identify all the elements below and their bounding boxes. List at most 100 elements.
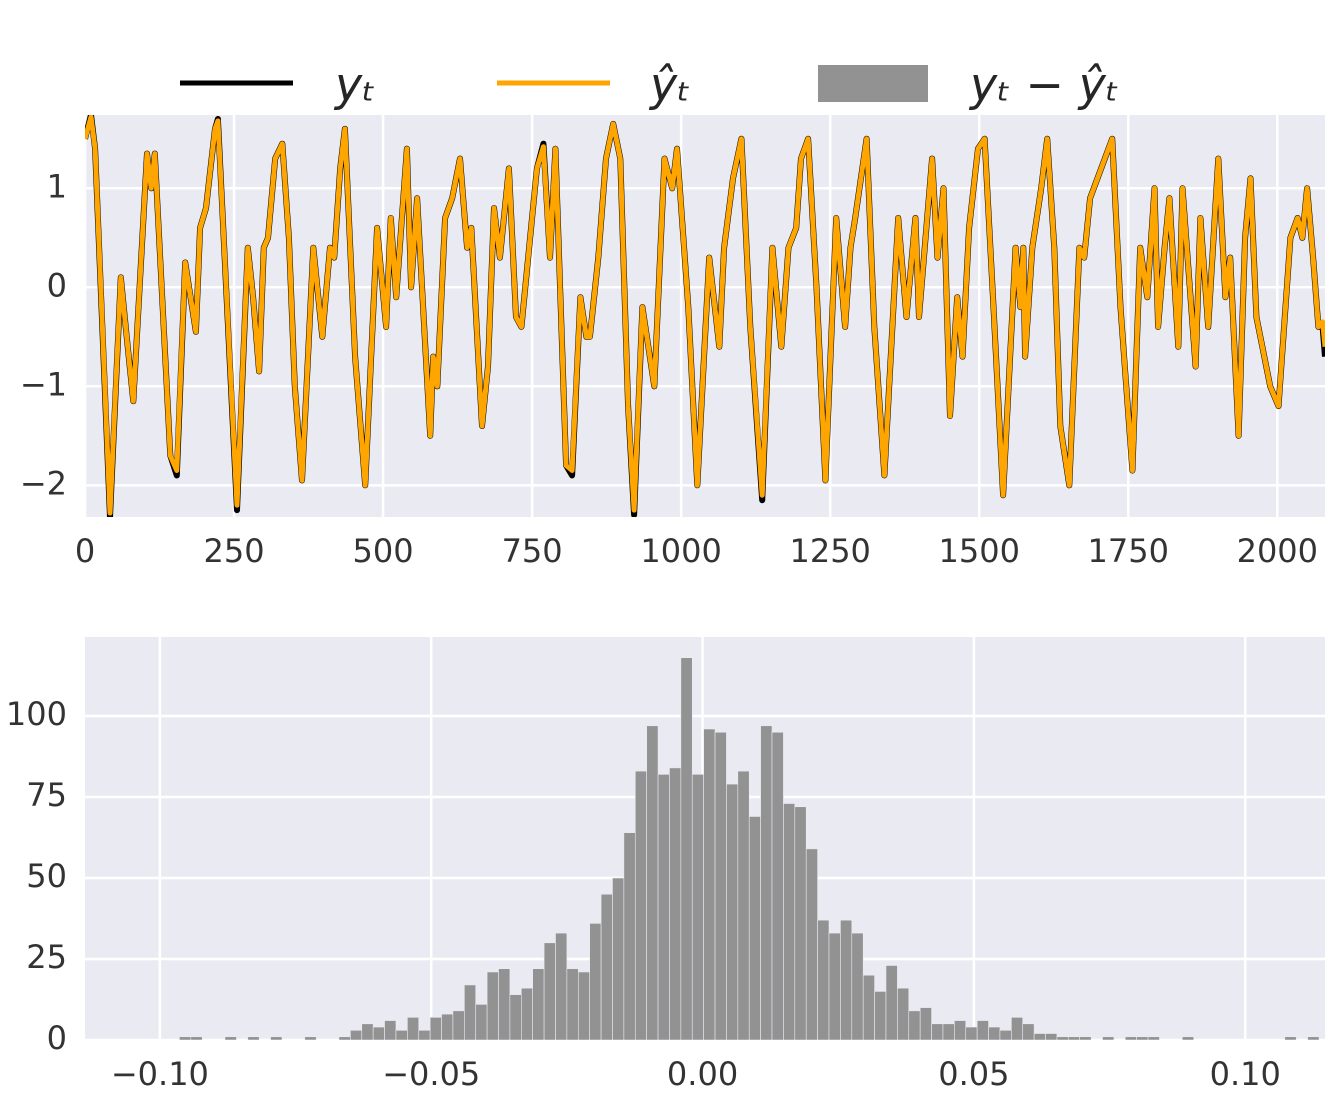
histogram-bar	[1102, 1036, 1115, 1040]
x-tick-label: 0.00	[667, 1055, 738, 1093]
histogram-bar	[1079, 1036, 1092, 1040]
histogram-bar	[851, 932, 864, 1040]
x-tick-label: 1500	[939, 532, 1020, 570]
histogram-bar	[395, 1029, 408, 1040]
x-tick-label: −0.05	[382, 1055, 480, 1093]
x-tick-label: 0	[75, 532, 95, 570]
histogram-bar	[771, 731, 784, 1040]
histogram-bar	[441, 1013, 454, 1040]
histogram-bar	[680, 657, 693, 1040]
histogram-bar	[1307, 1036, 1320, 1040]
histogram-bar	[270, 1036, 283, 1040]
x-tick-label: 250	[203, 532, 264, 570]
histogram-bar	[714, 731, 727, 1040]
histogram-bar	[589, 923, 602, 1040]
histogram-bar	[919, 1007, 932, 1040]
histogram-bar	[190, 1036, 203, 1040]
histogram-bar	[703, 728, 716, 1040]
x-tick-label: 1250	[789, 532, 870, 570]
histogram-bar	[954, 1020, 967, 1040]
histogram-bar	[623, 832, 636, 1040]
histogram-bar	[475, 1004, 488, 1040]
y-tick-label: 50	[26, 857, 67, 895]
histogram-bar	[464, 984, 477, 1040]
y-tick-label: −1	[20, 365, 67, 403]
histogram-bar	[999, 1029, 1012, 1040]
plot-area	[85, 115, 1325, 517]
y-tick-label: 25	[26, 938, 67, 976]
y-tick-label: 0	[47, 1019, 67, 1057]
histogram-bar	[372, 1026, 385, 1040]
histogram-bar	[1147, 1036, 1160, 1040]
x-tick-label: 500	[353, 532, 414, 570]
histogram-bar	[748, 816, 761, 1040]
legend-swatch	[818, 65, 928, 102]
histogram-bar	[691, 774, 704, 1040]
line-series	[85, 115, 1325, 516]
histogram-bar	[817, 919, 830, 1040]
histogram-bar	[908, 1010, 921, 1040]
histogram-bar	[726, 783, 739, 1040]
histogram-bar	[897, 987, 910, 1040]
histogram-bar	[1056, 1036, 1069, 1040]
x-tick-label: 1000	[640, 532, 721, 570]
histogram-bar	[760, 725, 773, 1040]
histogram-bar	[350, 1029, 363, 1040]
x-tick-label: −0.10	[111, 1055, 209, 1093]
histogram-bar	[783, 803, 796, 1040]
histogram-bar	[612, 877, 625, 1040]
histogram-bar	[361, 1023, 374, 1040]
histogram-bar	[828, 932, 841, 1040]
histogram-bar	[805, 848, 818, 1040]
histogram-bar	[179, 1036, 192, 1040]
x-tick-label: 1750	[1088, 532, 1169, 570]
histogram-bar	[1068, 1036, 1081, 1040]
histogram-bar	[338, 1036, 351, 1040]
legend-label: yₜ − ŷₜ	[968, 58, 1119, 112]
histogram-bar	[1045, 1033, 1058, 1040]
histogram-bar	[418, 1029, 431, 1040]
histogram-bar	[942, 1023, 955, 1040]
histogram-bar	[669, 767, 682, 1040]
histogram-bar	[1022, 1023, 1035, 1040]
histogram-bar	[1284, 1036, 1297, 1040]
histogram-bar	[407, 1017, 420, 1040]
histogram-bar	[1124, 1036, 1137, 1040]
histogram-bar	[1033, 1033, 1046, 1040]
y-tick-label: 75	[26, 776, 67, 814]
legend-label: yₜ	[333, 58, 376, 112]
histogram-bar	[794, 806, 807, 1040]
histogram-bar	[532, 968, 545, 1040]
histogram-bar	[600, 893, 613, 1040]
histogram-bar	[931, 1023, 944, 1040]
histogram-bar	[521, 987, 534, 1040]
x-tick-label: 2000	[1237, 532, 1318, 570]
histogram-bar	[452, 1010, 465, 1040]
histogram-bar	[224, 1036, 237, 1040]
plot-area	[179, 657, 1320, 1040]
y-tick-label: 1	[47, 167, 67, 205]
y-tick-label: 100	[6, 695, 67, 733]
histogram-bar	[509, 994, 522, 1040]
x-tick-label: 0.05	[938, 1055, 1009, 1093]
histogram-bar	[247, 1036, 260, 1040]
y-tick-label: 0	[47, 266, 67, 304]
histogram-bar	[657, 774, 670, 1040]
histogram-bar	[577, 971, 590, 1040]
histogram-bar	[1136, 1036, 1149, 1040]
histogram-bar	[429, 1017, 442, 1040]
x-tick-label: 750	[502, 532, 563, 570]
histogram-bar	[1011, 1017, 1024, 1040]
histogram-bar	[566, 968, 579, 1040]
histogram-bar	[737, 770, 750, 1040]
histogram-bar	[555, 932, 568, 1040]
histogram-bar	[498, 968, 511, 1040]
histogram-bar	[634, 770, 647, 1040]
histogram-bar	[862, 974, 875, 1040]
histogram-bar	[976, 1020, 989, 1040]
histogram-bar	[885, 965, 898, 1040]
histogram-bar	[1181, 1036, 1194, 1040]
y-tick-label: −2	[20, 464, 67, 502]
histogram-bar	[988, 1026, 1001, 1040]
